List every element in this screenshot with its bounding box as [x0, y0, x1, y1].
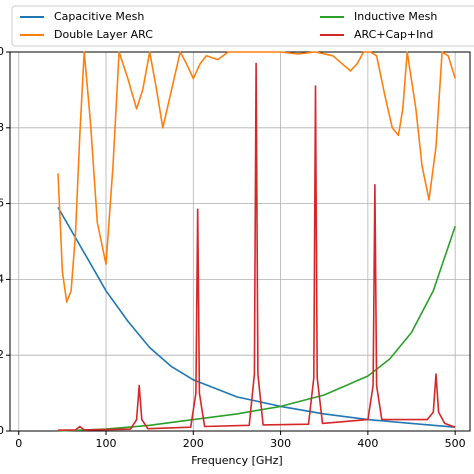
series-line: [57, 226, 456, 432]
x-tick-label: 200: [183, 437, 204, 450]
y-tick-label: 0.2: [0, 348, 4, 361]
legend-label: ARC+Cap+Ind: [354, 28, 433, 41]
series-line: [57, 51, 456, 303]
x-tick-label: 0: [15, 437, 22, 450]
x-axis-label: Frequency [GHz]: [191, 454, 282, 467]
plot-frame: [9, 51, 471, 432]
y-tick-label: 0.4: [0, 272, 4, 285]
series-line: [57, 207, 456, 428]
legend-box: [11, 5, 474, 47]
y-tick-label: 0.0: [0, 424, 4, 437]
legend-label: Inductive Mesh: [354, 10, 437, 23]
x-tick-label: 500: [445, 437, 466, 450]
y-tick-label: 1.0: [0, 45, 4, 58]
y-tick-label: 0.8: [0, 121, 4, 134]
y-tick-label: 0.6: [0, 197, 4, 210]
x-tick-label: 400: [357, 437, 378, 450]
legend-label: Double Layer ARC: [54, 28, 153, 41]
x-tick-label: 100: [96, 437, 117, 450]
x-tick-label: 300: [270, 437, 291, 450]
legend-label: Capacitive Mesh: [54, 10, 144, 23]
series-line: [57, 62, 456, 431]
